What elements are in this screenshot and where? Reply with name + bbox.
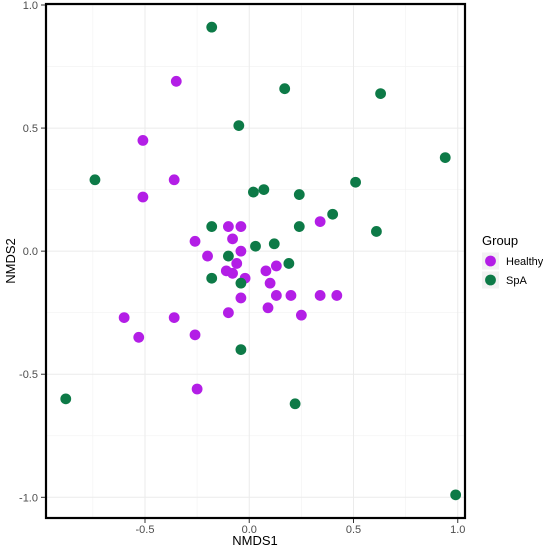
point-spa — [439, 152, 451, 164]
point-healthy — [170, 75, 182, 87]
point-healthy — [222, 307, 234, 319]
point-spa — [450, 489, 462, 501]
point-healthy — [270, 260, 282, 272]
legend: Group Healthy SpA — [482, 233, 543, 289]
y-tick-label: 0.0 — [23, 246, 38, 258]
y-tick-label: -1.0 — [19, 492, 38, 504]
point-spa — [248, 186, 259, 198]
y-tick-label: -0.5 — [19, 369, 38, 381]
legend-key-healthy — [485, 255, 496, 267]
point-healthy — [137, 191, 149, 203]
point-healthy — [133, 331, 145, 343]
x-axis-title: NMDS1 — [232, 533, 278, 548]
point-healthy — [264, 277, 276, 289]
plot-panel-border — [44, 2, 467, 520]
x-tick-label: 0.5 — [346, 524, 361, 536]
point-healthy — [137, 134, 149, 146]
point-spa — [235, 277, 247, 289]
point-spa — [206, 221, 218, 232]
grid-lines — [47, 4, 464, 517]
x-tick-label: 0.0 — [242, 524, 257, 536]
point-spa — [222, 250, 234, 262]
point-healthy — [235, 245, 247, 257]
y-axis-title: NMDS2 — [3, 238, 18, 284]
point-healthy — [331, 290, 343, 301]
point-spa — [206, 21, 218, 33]
point-spa — [60, 393, 72, 405]
point-healthy — [227, 267, 238, 279]
x-tick-label: 1.0 — [450, 524, 465, 536]
point-healthy — [260, 265, 272, 277]
y-axis: -1.0 -0.5 0.0 0.5 1.0 — [19, 0, 45, 504]
point-spa — [89, 174, 101, 186]
point-spa — [350, 176, 361, 188]
point-spa — [293, 221, 305, 232]
point-spa — [327, 208, 339, 220]
data-points — [60, 21, 462, 501]
point-healthy — [168, 312, 180, 324]
point-spa — [293, 189, 305, 200]
legend-label-spa: SpA — [506, 275, 527, 287]
point-spa — [371, 226, 382, 237]
point-spa — [375, 88, 386, 100]
point-healthy — [189, 235, 201, 247]
legend-key-spa — [485, 274, 496, 286]
legend-title: Group — [482, 233, 518, 248]
point-healthy — [227, 233, 238, 245]
point-healthy — [285, 290, 297, 301]
point-healthy — [235, 292, 247, 304]
point-healthy — [295, 309, 307, 321]
point-healthy — [202, 250, 213, 262]
point-healthy — [168, 174, 180, 186]
legend-label-healthy: Healthy — [506, 256, 543, 268]
point-spa — [250, 240, 261, 252]
point-spa — [268, 238, 280, 250]
y-tick-label: 1.0 — [23, 0, 38, 12]
point-healthy — [191, 383, 203, 395]
y-tick-label: 0.5 — [23, 123, 38, 135]
point-healthy — [314, 290, 326, 301]
x-axis: -0.5 0.0 0.5 1.0 — [136, 519, 465, 536]
point-healthy — [189, 329, 201, 341]
point-healthy — [270, 290, 282, 301]
point-healthy — [262, 302, 274, 314]
point-healthy — [118, 312, 130, 324]
point-spa — [258, 184, 270, 196]
point-healthy — [235, 221, 247, 232]
x-tick-label: -0.5 — [136, 524, 155, 536]
point-spa — [283, 258, 295, 269]
point-spa — [233, 120, 245, 132]
point-spa — [235, 344, 247, 356]
point-spa — [279, 83, 291, 95]
point-healthy — [222, 221, 234, 232]
point-healthy — [231, 258, 243, 269]
point-spa — [289, 398, 301, 410]
point-spa — [206, 272, 218, 284]
point-healthy — [314, 216, 326, 228]
